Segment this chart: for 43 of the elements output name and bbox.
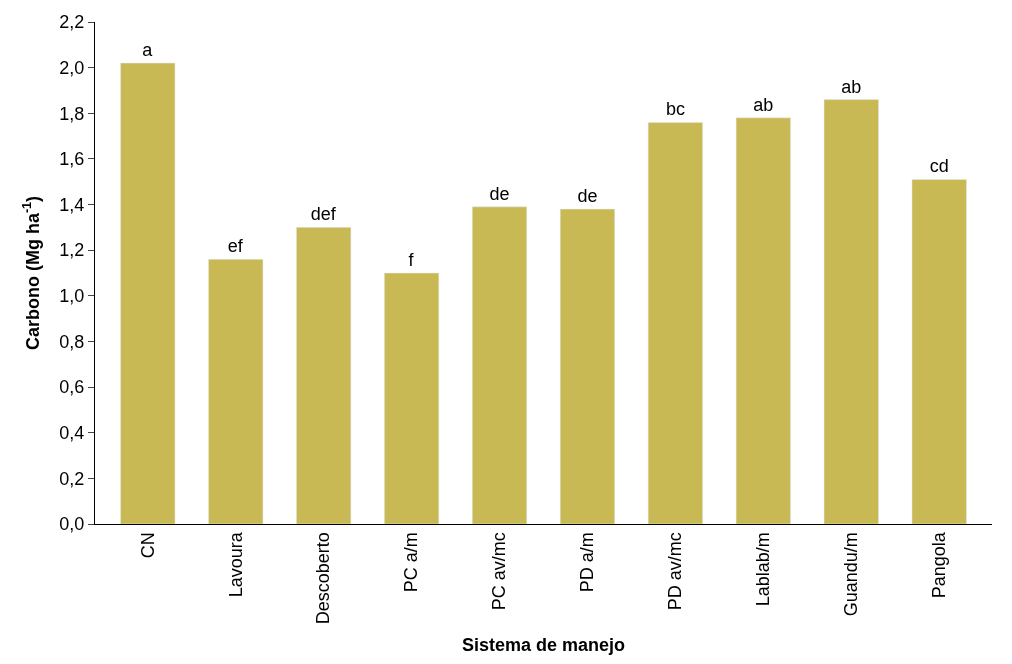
data-label: f <box>408 250 415 270</box>
x-tick-label: Lavoura <box>225 531 246 598</box>
y-tick-label: 0,8 <box>59 331 85 352</box>
bar <box>120 62 176 524</box>
data-label: ab <box>753 94 774 115</box>
x-tick-label: CN <box>137 532 158 559</box>
y-tick-label: 1,0 <box>59 286 85 307</box>
y-tick-label: 2,2 <box>59 12 85 33</box>
x-tick-label: PD a/m <box>577 532 598 593</box>
x-tick-label: PD av/mc <box>665 532 686 611</box>
x-tick-label: Pangola <box>929 531 950 599</box>
x-tick-label: PC a/m <box>401 532 422 593</box>
bar <box>296 227 352 524</box>
data-label: ab <box>841 76 862 97</box>
x-tick-label: Lablab/m <box>753 532 774 607</box>
data-label: bc <box>665 99 685 120</box>
bar <box>559 208 615 524</box>
y-tick-label: 2,0 <box>59 57 85 78</box>
bar <box>735 117 791 524</box>
data-label: de <box>577 186 598 207</box>
bar <box>647 122 703 524</box>
data-label: def <box>310 204 337 225</box>
data-label: a <box>142 40 154 61</box>
data-label: cd <box>929 156 949 177</box>
x-tick-label: Guandu/m <box>841 532 862 617</box>
data-label: de <box>489 183 510 204</box>
y-tick-label: 0,0 <box>59 514 85 535</box>
x-axis-title: Sistema de manejo <box>461 635 626 656</box>
y-tick-label: 1,2 <box>59 240 85 261</box>
y-tick-label: 1,6 <box>59 149 85 170</box>
data-label: ef <box>227 236 244 257</box>
y-tick-label: 0,6 <box>59 377 85 398</box>
y-tick-label: 0,2 <box>59 468 85 489</box>
x-tick-label: Descoberto <box>313 532 334 625</box>
y-tick-label: 0,4 <box>59 423 85 444</box>
x-tick-label: PC av/mc <box>489 532 510 611</box>
y-tick-label: 1,4 <box>59 194 85 215</box>
y-tick-label: 1,8 <box>59 103 85 124</box>
bar <box>472 206 528 524</box>
bar <box>384 272 440 524</box>
bar <box>823 99 879 524</box>
bar <box>911 179 967 524</box>
bar <box>208 259 264 524</box>
